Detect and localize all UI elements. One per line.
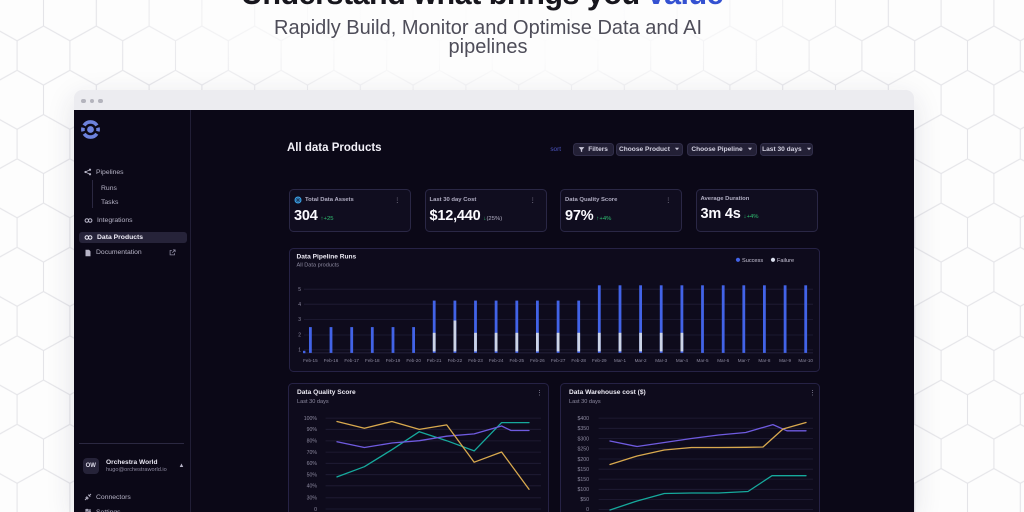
svg-text:$300: $300 xyxy=(577,436,589,442)
svg-text:Failure: Failure xyxy=(777,258,794,264)
svg-text:Mar-4: Mar-4 xyxy=(676,358,688,363)
svg-text:⋮: ⋮ xyxy=(809,390,816,397)
svg-text:Feb-26: Feb-26 xyxy=(530,358,545,363)
svg-text:30%: 30% xyxy=(307,496,318,502)
svg-text:Mar-3: Mar-3 xyxy=(655,358,667,363)
svg-text:40%: 40% xyxy=(307,484,318,490)
svg-text:Feb-20: Feb-20 xyxy=(406,358,421,363)
svg-text:Feb-15: Feb-15 xyxy=(303,358,318,363)
svg-text:$350: $350 xyxy=(577,426,589,432)
svg-text:1: 1 xyxy=(298,348,301,354)
svg-text:Feb-24: Feb-24 xyxy=(489,358,504,363)
svg-text:70%: 70% xyxy=(307,450,318,456)
svg-text:$150: $150 xyxy=(577,477,589,483)
svg-text:Data Quality Score: Data Quality Score xyxy=(297,389,356,396)
svg-text:0: 0 xyxy=(314,507,317,512)
svg-text:90%: 90% xyxy=(307,427,318,433)
svg-text:Mar-10: Mar-10 xyxy=(798,358,813,363)
svg-text:60%: 60% xyxy=(307,461,318,467)
svg-text:Success: Success xyxy=(742,258,763,264)
svg-text:100%: 100% xyxy=(304,416,318,422)
svg-text:Mar-6: Mar-6 xyxy=(717,358,729,363)
svg-text:Feb-21: Feb-21 xyxy=(427,358,442,363)
svg-text:2: 2 xyxy=(298,333,301,339)
svg-text:Mar-5: Mar-5 xyxy=(697,358,709,363)
svg-text:5: 5 xyxy=(298,287,301,293)
svg-text:80%: 80% xyxy=(307,439,318,445)
svg-text:$400: $400 xyxy=(577,416,589,422)
svg-text:Feb-25: Feb-25 xyxy=(510,358,525,363)
svg-text:Last 30 days: Last 30 days xyxy=(569,399,601,405)
svg-text:0: 0 xyxy=(586,507,589,512)
svg-text:$50: $50 xyxy=(580,497,589,503)
svg-text:Last 30 days: Last 30 days xyxy=(297,399,329,405)
svg-text:$150: $150 xyxy=(577,467,589,473)
svg-text:Feb-18: Feb-18 xyxy=(365,358,380,363)
svg-text:Mar-9: Mar-9 xyxy=(779,358,791,363)
svg-text:Feb-27: Feb-27 xyxy=(551,358,566,363)
svg-text:Feb-29: Feb-29 xyxy=(592,358,607,363)
svg-text:Mar-2: Mar-2 xyxy=(635,358,647,363)
svg-text:Data Pipeline Runs: Data Pipeline Runs xyxy=(297,254,357,261)
svg-text:Feb-22: Feb-22 xyxy=(448,358,463,363)
svg-text:50%: 50% xyxy=(307,473,318,479)
svg-text:Feb-28: Feb-28 xyxy=(571,358,586,363)
svg-text:$100: $100 xyxy=(577,487,589,493)
svg-text:Mar-8: Mar-8 xyxy=(758,358,770,363)
svg-text:$250: $250 xyxy=(577,447,589,453)
svg-text:Mar-7: Mar-7 xyxy=(738,358,750,363)
svg-text:3: 3 xyxy=(298,317,301,323)
svg-text:Feb-17: Feb-17 xyxy=(344,358,359,363)
svg-text:Feb-16: Feb-16 xyxy=(324,358,339,363)
svg-text:$200: $200 xyxy=(577,457,589,463)
svg-text:4: 4 xyxy=(298,302,301,308)
svg-text:⋮: ⋮ xyxy=(536,390,543,397)
svg-text:Feb-23: Feb-23 xyxy=(468,358,483,363)
svg-text:All Data products: All Data products xyxy=(297,263,340,269)
svg-text:Feb-19: Feb-19 xyxy=(386,358,401,363)
svg-text:Data Warehouse cost ($): Data Warehouse cost ($) xyxy=(569,389,646,396)
svg-text:Mar-1: Mar-1 xyxy=(614,358,626,363)
